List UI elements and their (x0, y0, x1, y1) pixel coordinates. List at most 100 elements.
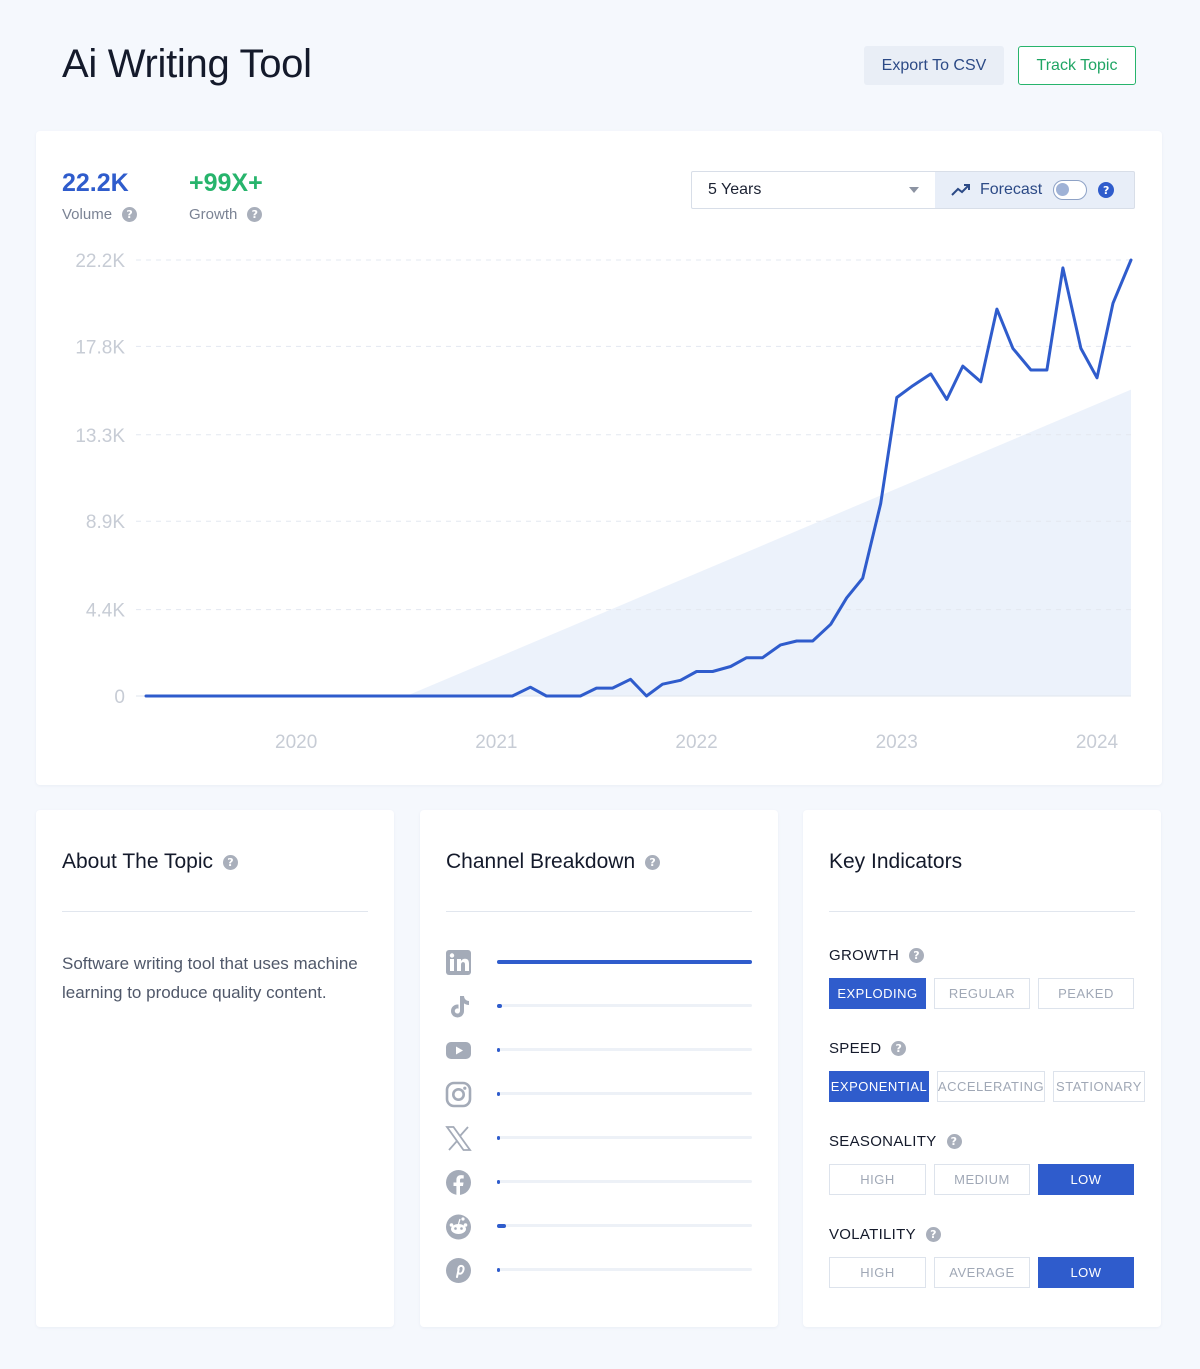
y-tick-label: 13.3K (75, 426, 125, 447)
indicator-help-icon[interactable]: ? (925, 1227, 941, 1242)
growth-value: +99X+ (189, 169, 263, 197)
y-tick-label: 4.4K (86, 601, 125, 622)
volume-help-icon[interactable]: ? (122, 207, 138, 222)
channel-bar-track (497, 1135, 752, 1140)
channel-bar-track (497, 1267, 752, 1272)
chevron-down-icon (909, 187, 919, 193)
indicator-label-text: GROWTH (829, 947, 900, 964)
channel-bar-fill (497, 1223, 506, 1228)
indicator-option: EXPONENTIAL (829, 1071, 929, 1102)
indicator-option: LOW (1038, 1257, 1134, 1288)
channel-row (445, 1081, 755, 1111)
indicator-option: STATIONARY (1053, 1071, 1145, 1102)
reddit-icon (446, 1214, 471, 1240)
x-icon (445, 1126, 472, 1151)
divider (446, 911, 752, 912)
track-topic-button[interactable]: Track Topic (1018, 46, 1136, 85)
forecast-control: Forecast ? (935, 171, 1135, 209)
trend-chart-card: 22.2K Volume ? +99X+ Growth ? 5 Years Fo… (36, 131, 1162, 785)
channel-bar-fill (497, 1091, 501, 1096)
key-indicators-panel: Key Indicators GROWTH? EXPLODING REGULAR PE… (803, 810, 1161, 1327)
indicator-option: LOW (1038, 1164, 1134, 1195)
channel-row (445, 1213, 755, 1243)
indicator-label: GROWTH? (829, 947, 925, 964)
channel-breakdown-panel: Channel Breakdown ? (420, 810, 778, 1327)
indicator-label: VOLATILITY? (829, 1226, 941, 1243)
channel-row (445, 1169, 755, 1199)
trend-area (406, 389, 1131, 696)
channel-title: Channel Breakdown (446, 850, 636, 873)
channel-bar-fill (497, 1267, 501, 1272)
forecast-label: Forecast (980, 181, 1043, 198)
indicator-option: HIGH (829, 1257, 926, 1288)
page-title: Ai Writing Tool (62, 42, 312, 86)
channel-bar-track (497, 1047, 752, 1052)
x-tick-label: 2021 (475, 732, 517, 753)
time-range-value: 5 Years (708, 181, 762, 198)
about-title: About The Topic (62, 850, 213, 873)
channel-row (445, 949, 755, 979)
volume-label: Volume (62, 206, 113, 223)
toggle-knob (1056, 183, 1070, 196)
export-csv-button[interactable]: Export To CSV (864, 46, 1004, 85)
indicator-help-icon[interactable]: ? (946, 1134, 962, 1149)
indicators-title: Key Indicators (829, 850, 963, 873)
y-tick-label: 8.9K (86, 512, 125, 533)
channel-bar-fill (497, 1179, 501, 1184)
channel-bar-fill (497, 1135, 501, 1140)
x-tick-label: 2024 (1076, 732, 1119, 753)
indicator-options: EXPONENTIAL ACCELERATING STATIONARY (829, 1071, 1145, 1102)
divider (62, 911, 368, 912)
trending-up-icon (951, 184, 970, 196)
time-range-select[interactable]: 5 Years (691, 171, 936, 209)
about-topic-panel: About The Topic ? Software writing tool … (36, 810, 394, 1327)
indicator-help-icon[interactable]: ? (909, 948, 925, 963)
youtube-icon (446, 1042, 471, 1059)
series-line (144, 258, 1133, 698)
growth-help-icon[interactable]: ? (247, 207, 263, 222)
trend-chart: 0 4.4K 8.9K 13.3K 17.8K 22.2K 2020 2021 2022 2023… (75, 251, 1133, 753)
x-tick-label: 2023 (876, 732, 918, 753)
forecast-toggle[interactable] (1053, 180, 1088, 200)
indicator-option: AVERAGE (934, 1257, 1030, 1288)
indicator-options: HIGH MEDIUM LOW (829, 1164, 1134, 1195)
indicator-label-text: VOLATILITY (829, 1226, 916, 1243)
y-tick-label: 17.8K (75, 337, 125, 358)
channel-row (445, 1037, 755, 1067)
channel-row (445, 1257, 755, 1287)
indicator-help-icon[interactable]: ? (891, 1041, 907, 1056)
x-tick-label: 2020 (275, 732, 317, 753)
linkedin-icon (446, 950, 471, 975)
channel-row (445, 993, 755, 1023)
channel-help-icon[interactable]: ? (645, 854, 661, 870)
about-description: Software writing tool that uses machine … (62, 954, 358, 1002)
indicator-label-text: SEASONALITY (829, 1133, 937, 1150)
x-tick-label: 2022 (675, 732, 717, 753)
indicator-label: SPEED? (829, 1040, 907, 1057)
volume-stat: 22.2K Volume ? (62, 169, 138, 223)
indicator-option: ACCELERATING (937, 1071, 1045, 1102)
volume-value: 22.2K (62, 169, 129, 197)
channel-bar-fill (497, 959, 752, 964)
divider (829, 911, 1135, 912)
channel-bar-fill (497, 1003, 503, 1008)
channel-bar-track (497, 959, 752, 964)
channel-row (445, 1125, 755, 1155)
indicator-option: EXPLODING (829, 978, 926, 1009)
tiktok-icon (451, 996, 469, 1018)
channel-bar-track (497, 1179, 752, 1184)
growth-label: Growth (189, 206, 238, 223)
channel-bar-track (497, 1223, 752, 1228)
instagram-icon (445, 1081, 472, 1108)
facebook-icon (446, 1170, 471, 1195)
forecast-help-icon[interactable]: ? (1098, 182, 1115, 198)
channel-bar-fill (497, 1047, 501, 1052)
pinterest-icon (446, 1258, 471, 1283)
y-tick-label: 22.2K (75, 251, 125, 272)
indicator-option: HIGH (829, 1164, 926, 1195)
indicator-label: SEASONALITY? (829, 1133, 962, 1150)
indicator-option: PEAKED (1038, 978, 1134, 1009)
about-help-icon[interactable]: ? (223, 854, 238, 870)
y-tick-label: 0 (114, 687, 125, 708)
indicator-options: EXPLODING REGULAR PEAKED (829, 978, 1134, 1009)
